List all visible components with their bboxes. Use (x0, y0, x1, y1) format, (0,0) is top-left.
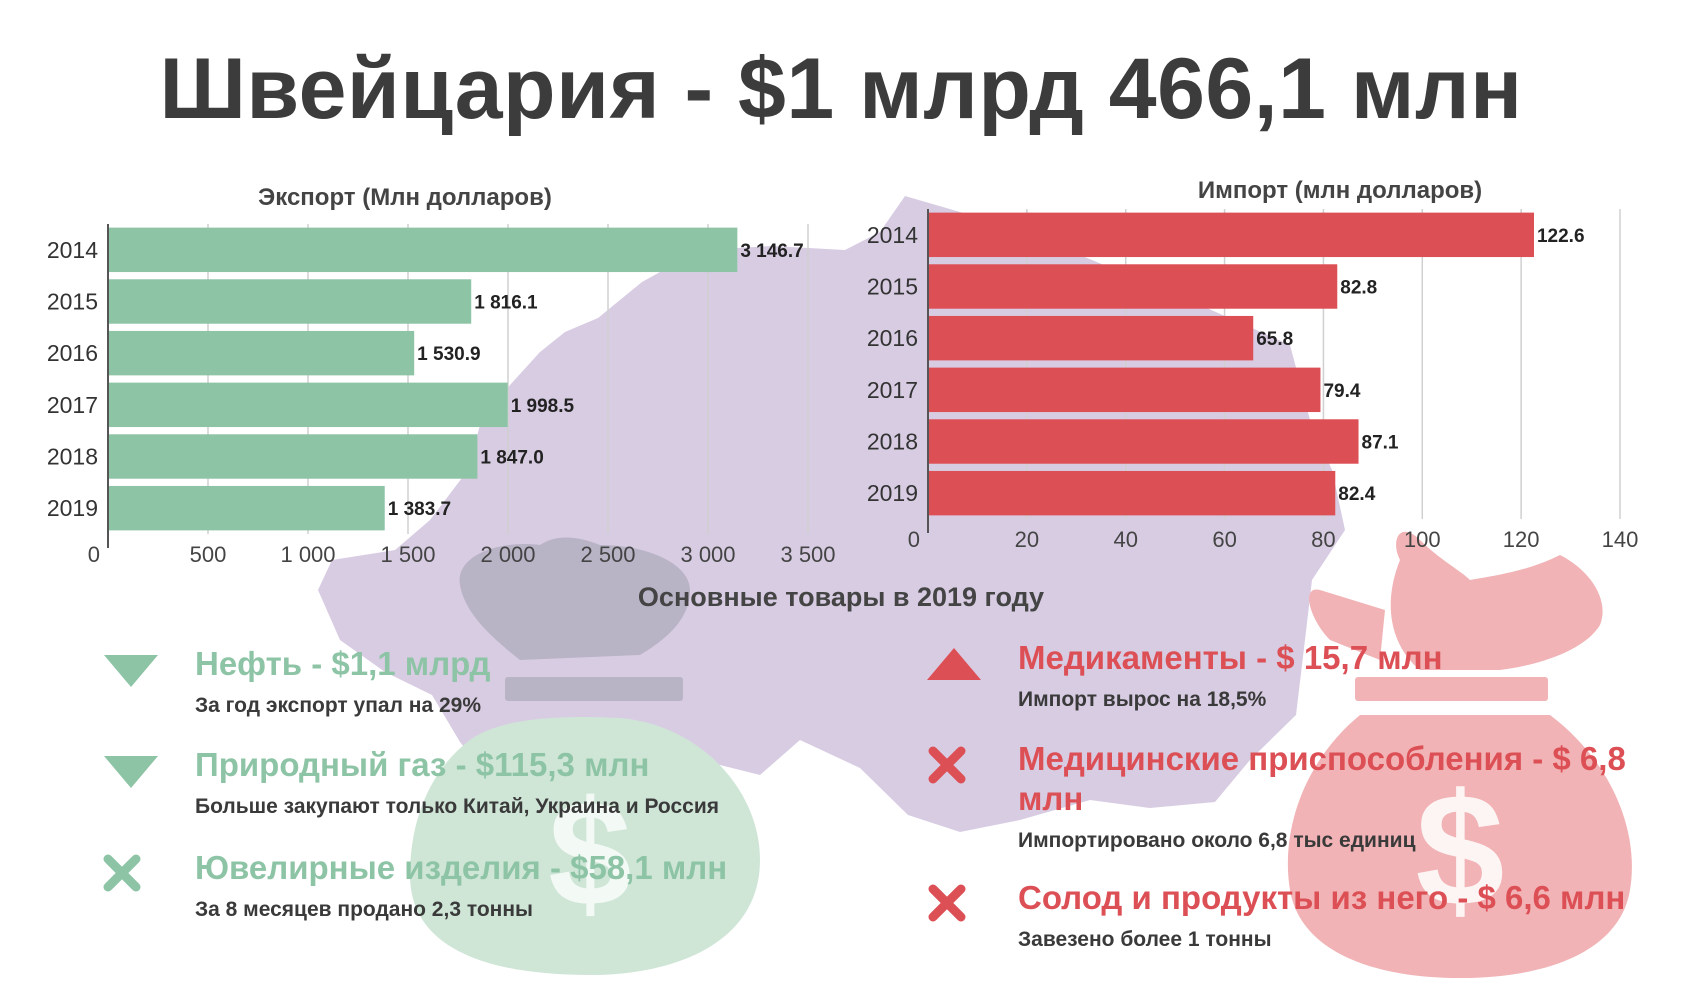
data-label: 1 530.9 (417, 344, 480, 365)
export-item-desc: Больше закупают только Китай, Украина и … (195, 795, 720, 818)
tick-label: 1 000 (280, 542, 335, 567)
category-label: 2015 (47, 289, 98, 315)
category-label: 2014 (47, 237, 98, 263)
money-bag-icon (459, 537, 690, 701)
data-label: 1 998.5 (511, 396, 575, 417)
export-item-oil: Нефть - $1,1 млрд За год экспорт упал на… (195, 644, 755, 718)
category-label: 2019 (47, 495, 98, 521)
export-item-gas: Природный газ - $115,3 млн Больше закупа… (195, 745, 815, 819)
tick-label: 2 000 (480, 542, 535, 567)
import-item-name: Медицинские приспособления - $ 6,8 млн (1018, 740, 1626, 817)
category-label: 2019 (867, 480, 918, 506)
import-item-desc: Импорт вырос на 18,5% (1018, 688, 1267, 711)
chart-title: Импорт (млн долларов) (1198, 177, 1482, 204)
data-label: 82.8 (1340, 278, 1377, 299)
tick-label: 60 (1212, 527, 1236, 552)
category-label: 2017 (47, 392, 98, 418)
bar (108, 485, 385, 531)
bar (928, 264, 1338, 309)
data-label: 3 146.7 (740, 241, 803, 262)
data-label: 82.4 (1338, 484, 1375, 505)
data-label: 1 816.1 (474, 293, 538, 314)
tick-label: 2 500 (580, 542, 635, 567)
section-title: Основные товары в 2019 году (637, 582, 1045, 612)
export-item-name: Нефть - $1,1 млрд (195, 645, 491, 682)
tick-label: 20 (1015, 527, 1039, 552)
bar (108, 434, 478, 479)
cross-icon (928, 746, 966, 784)
import-item-medical-devices: Медицинские приспособления - $ 6,8 млн И… (1018, 739, 1638, 853)
dollar-icon: $ (548, 769, 631, 937)
tick-label: 0 (88, 542, 100, 567)
tick-label: 140 (1602, 527, 1639, 552)
import-item-desc: Импортировано около 6,8 тыс единиц (1018, 829, 1416, 852)
tick-label: 0 (908, 527, 920, 552)
cross-icon (928, 884, 966, 922)
data-label: 79.4 (1323, 381, 1360, 402)
cross-icon (103, 854, 141, 892)
bar (928, 367, 1321, 413)
bar (108, 227, 738, 273)
money-bag-icon: $ (1287, 531, 1632, 978)
triangle-up-icon (927, 648, 981, 680)
triangle-down-icon (104, 756, 158, 788)
export-item-jewelry: Ювелирные изделия - $58,1 млн За 8 месяц… (195, 848, 815, 922)
bar (928, 419, 1359, 464)
export-bar-chart: Экспорт (Млн долларов) 2014 3 146.7 2015 1 8… (47, 184, 836, 567)
import-item-medicines: Медикаменты - $ 15,7 млн Импорт вырос на… (1018, 638, 1638, 712)
triangle-down-icon (104, 655, 158, 687)
category-label: 2016 (47, 340, 98, 366)
money-bag-icon: $ (410, 717, 760, 975)
tick-label: 120 (1503, 527, 1540, 552)
bar (108, 279, 472, 324)
data-label: 65.8 (1256, 329, 1293, 350)
category-label: 2014 (867, 222, 918, 248)
import-item-name: Солод и продукты из него - $ 6,6 млн (1018, 879, 1626, 916)
bar (108, 382, 508, 428)
category-label: 2015 (867, 274, 918, 300)
import-item-name: Медикаменты - $ 15,7 млн (1018, 639, 1443, 676)
category-label: 2018 (47, 444, 98, 470)
export-item-desc: За 8 месяцев продано 2,3 тонны (195, 898, 533, 921)
tick-label: 100 (1404, 527, 1441, 552)
dollar-icon: $ (1416, 760, 1505, 939)
export-item-desc: За год экспорт упал на 29% (195, 694, 481, 717)
category-label: 2018 (867, 429, 918, 455)
chart-title: Экспорт (Млн долларов) (258, 184, 552, 211)
tick-label: 500 (190, 542, 227, 567)
bar (928, 470, 1336, 516)
bar (108, 330, 415, 376)
data-label: 87.1 (1362, 433, 1399, 454)
import-item-malt: Солод и продукты из него - $ 6,6 млн Зав… (1018, 878, 1638, 952)
tick-label: 80 (1311, 527, 1335, 552)
category-label: 2017 (867, 377, 918, 403)
data-label: 1 847.0 (480, 448, 543, 469)
import-item-desc: Завезено более 1 тонны (1018, 928, 1272, 951)
data-label: 1 383.7 (388, 499, 451, 520)
import-bar-chart: Импорт (млн долларов) 2014 122.6 2015 82.8 20… (867, 177, 1639, 552)
tick-label: 3 000 (680, 542, 735, 567)
tick-label: 1 500 (380, 542, 435, 567)
category-label: 2016 (867, 325, 918, 351)
export-item-name: Природный газ - $115,3 млн (195, 746, 650, 783)
bar (928, 315, 1254, 361)
tick-label: 40 (1113, 527, 1137, 552)
page-title: Швейцария - $1 млрд 466,1 млн (159, 41, 1523, 137)
bar (928, 212, 1534, 258)
tick-label: 3 500 (780, 542, 835, 567)
data-label: 122.6 (1537, 226, 1585, 247)
export-item-name: Ювелирные изделия - $58,1 млн (195, 849, 728, 886)
